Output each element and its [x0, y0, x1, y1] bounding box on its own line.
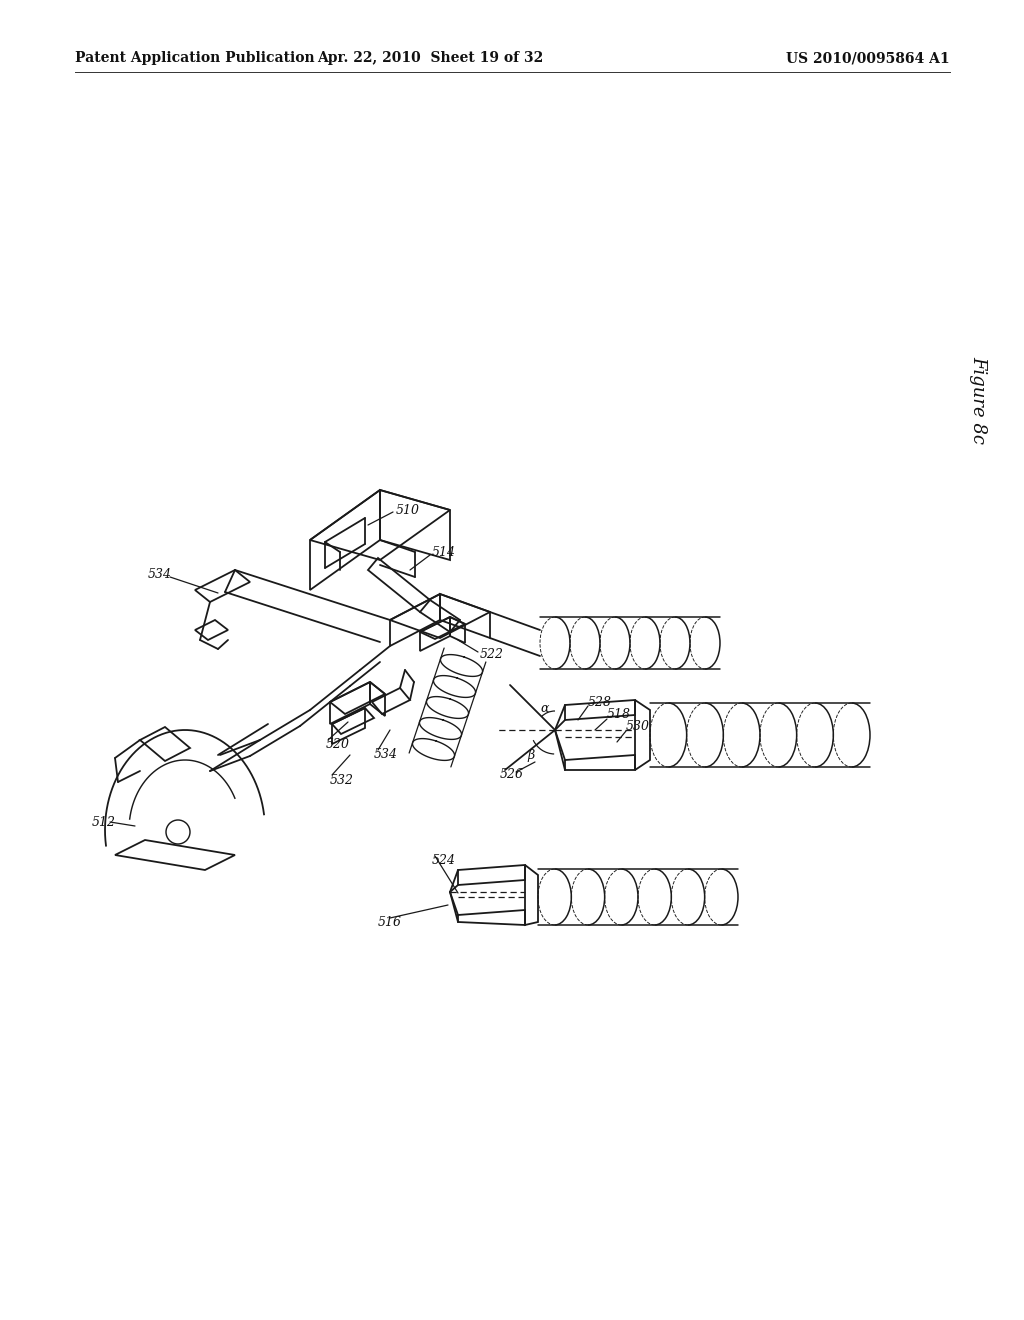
Text: Patent Application Publication: Patent Application Publication [75, 51, 314, 65]
Text: 528: 528 [588, 696, 612, 709]
Text: 530: 530 [626, 721, 650, 734]
Text: α: α [540, 701, 549, 714]
Text: 534: 534 [374, 748, 398, 762]
Text: Apr. 22, 2010  Sheet 19 of 32: Apr. 22, 2010 Sheet 19 of 32 [316, 51, 543, 65]
Text: 522: 522 [480, 648, 504, 661]
Text: US 2010/0095864 A1: US 2010/0095864 A1 [786, 51, 950, 65]
Text: 526: 526 [500, 768, 524, 781]
Text: 518: 518 [607, 709, 631, 722]
Text: 534: 534 [148, 569, 172, 582]
Text: β: β [527, 748, 535, 762]
Text: 510: 510 [396, 503, 420, 516]
Text: 520: 520 [326, 738, 350, 751]
Text: 512: 512 [92, 816, 116, 829]
Text: 516: 516 [378, 916, 402, 928]
Text: 514: 514 [432, 545, 456, 558]
Text: 532: 532 [330, 774, 354, 787]
Text: 524: 524 [432, 854, 456, 866]
Text: Figure 8c: Figure 8c [969, 356, 987, 444]
